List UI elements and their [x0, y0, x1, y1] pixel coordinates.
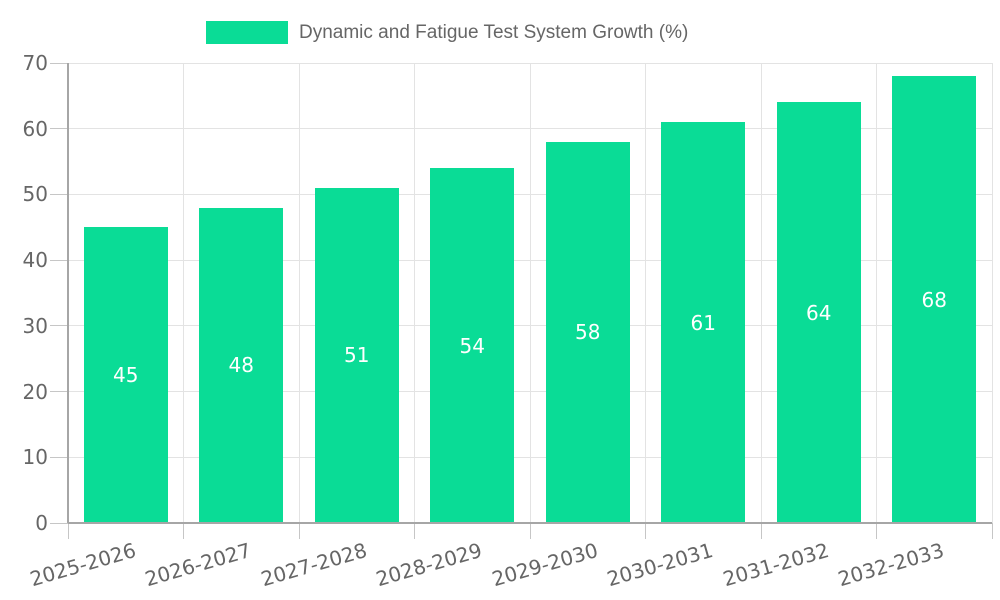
bar-2032-2033[interactable] [892, 76, 977, 523]
y-axis-tick-label: 70 [22, 51, 48, 75]
x-axis-tick-mark [414, 523, 415, 539]
y-axis-tick-mark [50, 128, 68, 130]
y-axis-tick-mark [50, 456, 68, 458]
x-axis-tick-mark [529, 523, 531, 539]
y-axis-tick-label: 30 [22, 313, 48, 338]
gridline-vertical [298, 63, 300, 523]
y-axis-tick-mark [50, 522, 68, 524]
x-axis-line [68, 522, 992, 524]
bar-value-label: 45 [113, 363, 139, 388]
bar-value-label: 48 [228, 353, 254, 378]
bar-value-label: 68 [921, 287, 947, 312]
bar-value-label: 54 [459, 333, 485, 358]
bar-2026-2027[interactable] [199, 207, 284, 523]
gridline-vertical [760, 63, 762, 523]
bar-2028-2029[interactable] [430, 168, 515, 523]
x-axis-tick-mark [183, 523, 184, 539]
gridline-vertical [876, 63, 877, 523]
legend-swatch-icon [206, 21, 288, 44]
gridline-vertical [529, 63, 531, 523]
y-axis-tick-label: 40 [22, 248, 48, 273]
gridline-vertical [645, 63, 646, 523]
bar-value-label: 51 [344, 343, 370, 368]
x-axis-tick-mark [67, 523, 69, 539]
y-axis-line [67, 63, 69, 523]
bar-2027-2028[interactable] [314, 187, 399, 523]
bar-value-label: 64 [806, 300, 832, 325]
y-axis-tick-label: 20 [22, 379, 48, 404]
bar-2029-2030[interactable] [545, 141, 630, 523]
gridline-vertical [991, 63, 993, 523]
chart-legend[interactable]: Dynamic and Fatigue Test System Growth (… [206, 21, 688, 44]
y-axis-tick-mark [50, 259, 68, 261]
y-axis-tick-mark [50, 193, 68, 195]
gridline-vertical [414, 63, 415, 523]
y-axis-tick-mark [50, 325, 68, 327]
bar-2031-2032[interactable] [776, 102, 861, 523]
legend-label: Dynamic and Fatigue Test System Growth (… [299, 21, 689, 43]
y-axis-tick-label: 0 [35, 511, 48, 535]
x-axis-tick-mark [991, 523, 993, 539]
y-axis-tick-label: 10 [22, 445, 48, 470]
y-axis-tick-label: 60 [22, 116, 48, 141]
y-axis-tick-mark [50, 391, 68, 393]
y-axis-tick-mark [50, 62, 68, 64]
x-axis-tick-mark [760, 523, 762, 539]
bar-value-label: 61 [690, 310, 716, 335]
gridline-vertical [183, 63, 184, 523]
bar-value-label: 58 [575, 320, 601, 345]
x-axis-tick-mark [645, 523, 646, 539]
bar-2025-2026[interactable] [83, 227, 168, 523]
y-axis-tick-label: 50 [22, 182, 48, 207]
x-axis-tick-mark [298, 523, 300, 539]
bar-2030-2031[interactable] [661, 122, 746, 523]
x-axis-tick-mark [876, 523, 877, 539]
